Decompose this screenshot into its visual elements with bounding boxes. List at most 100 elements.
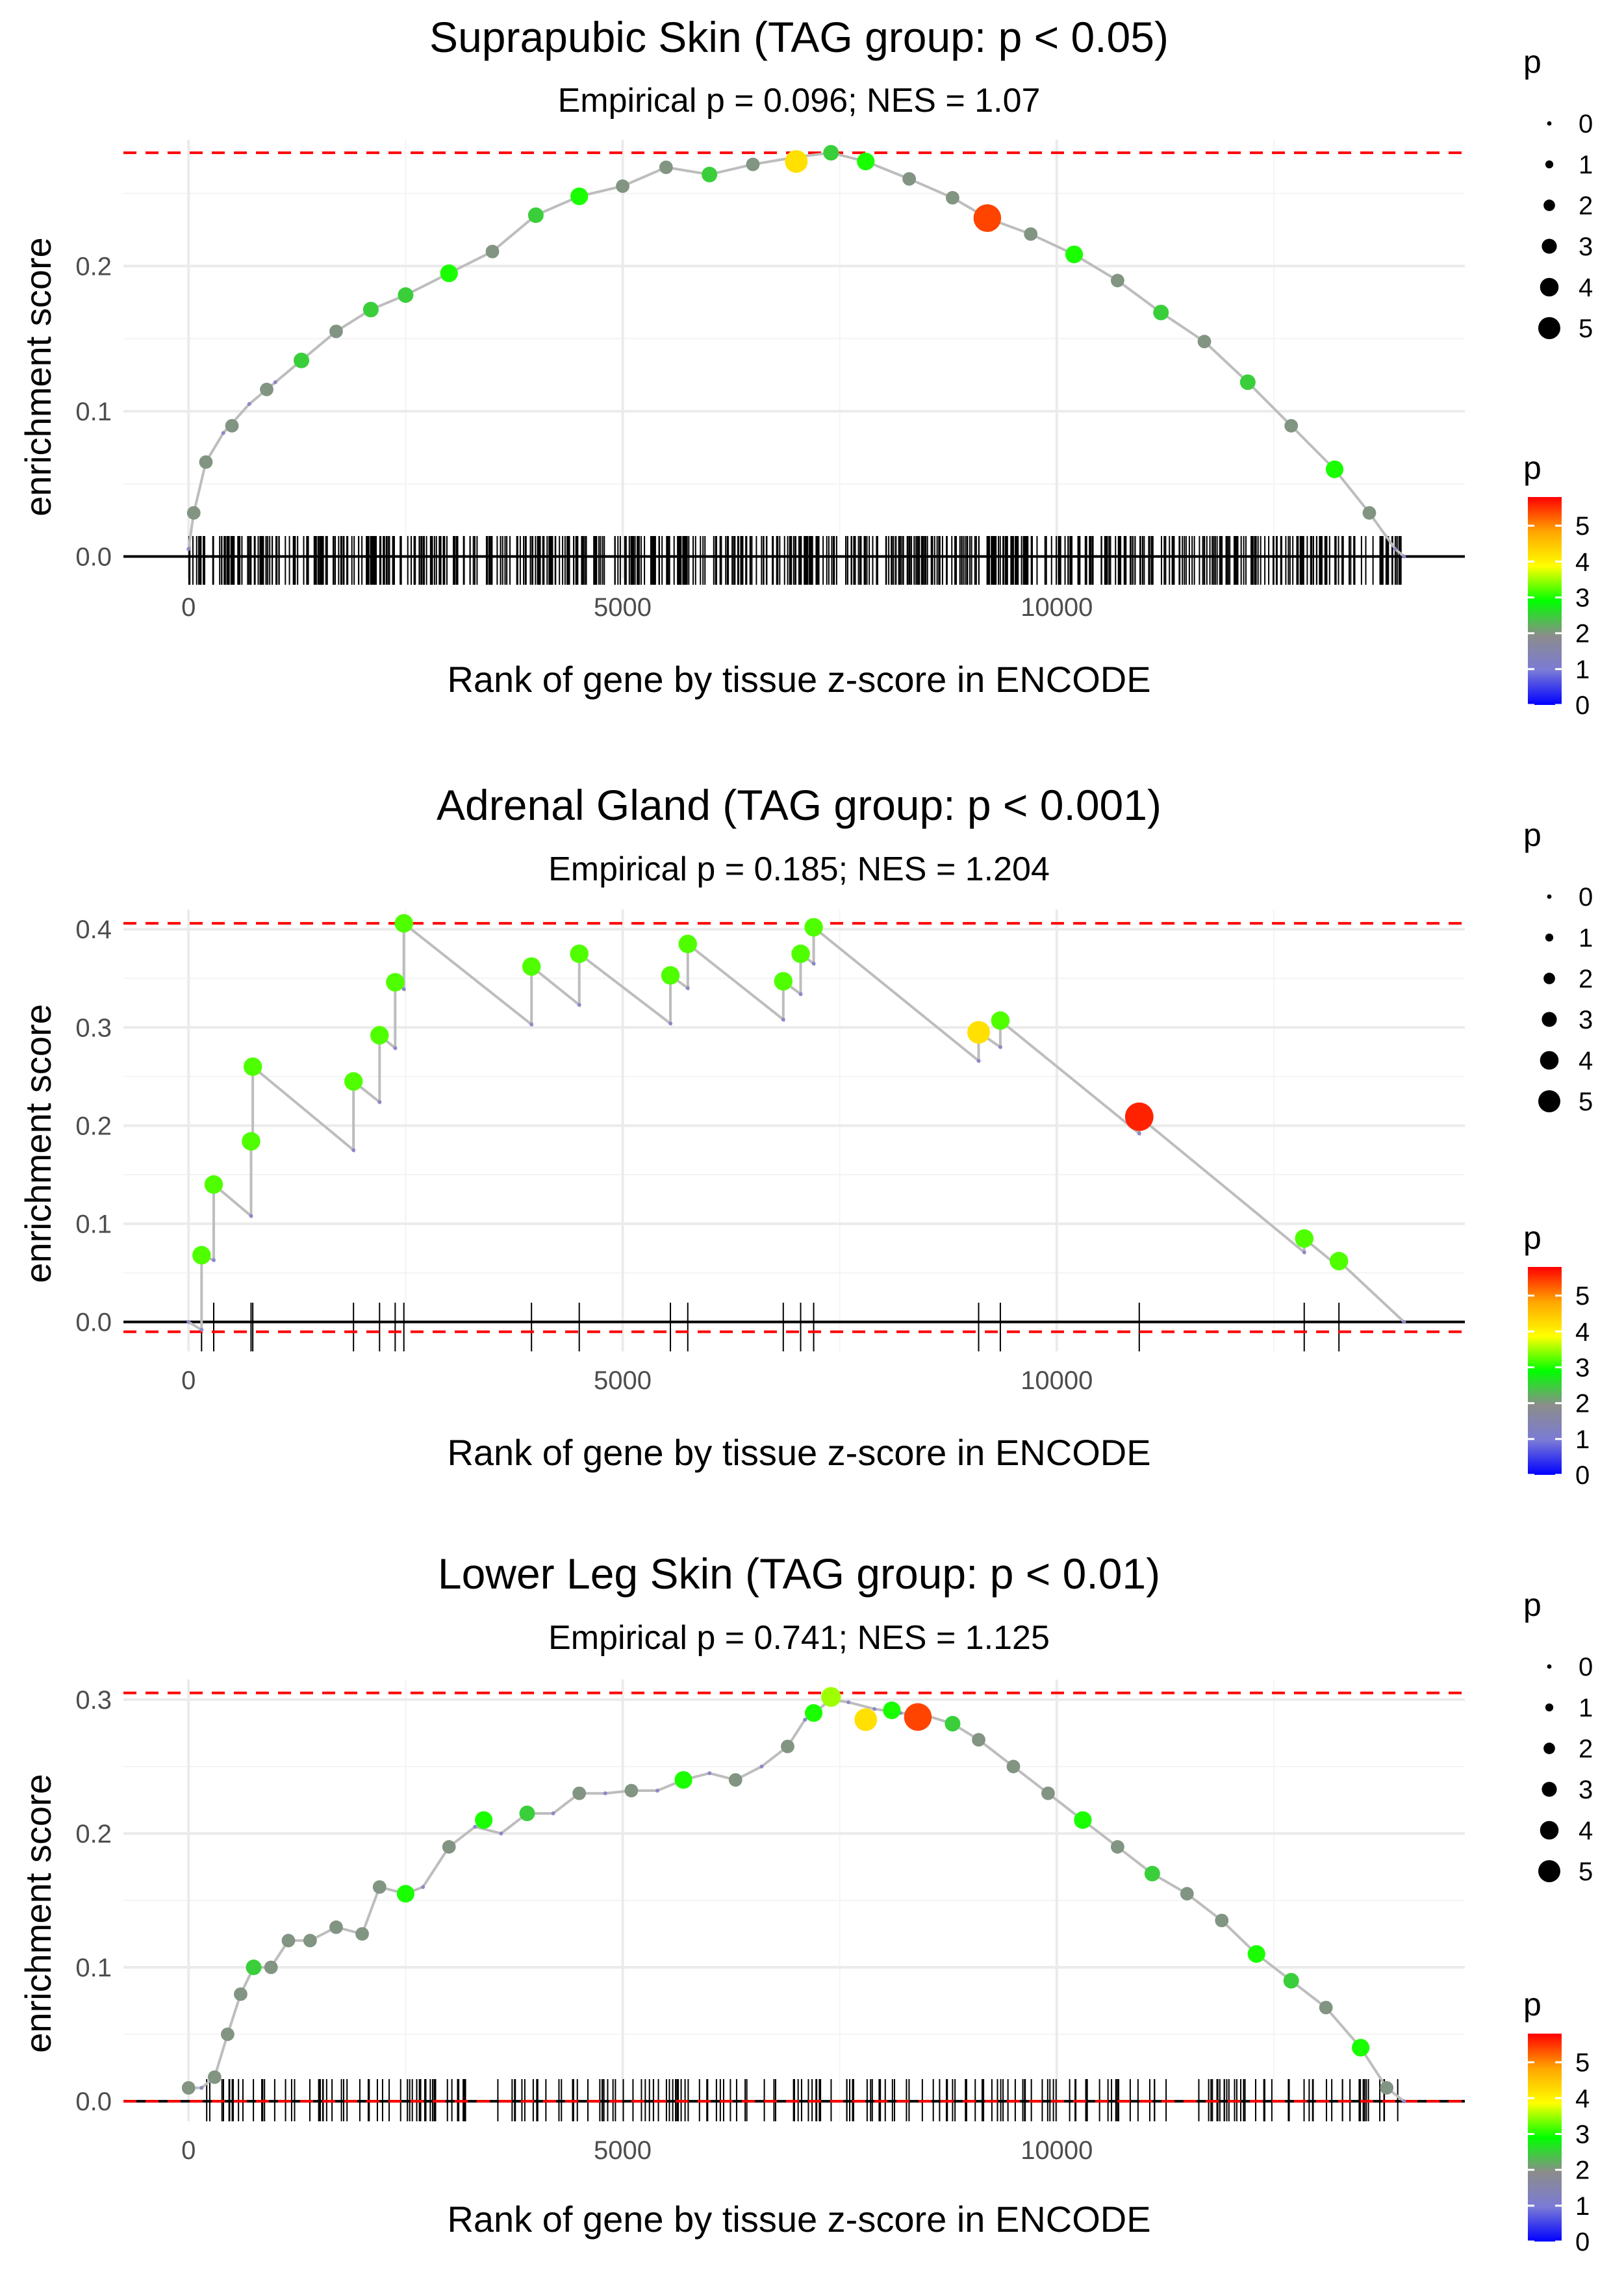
size-legend-dot [1540, 1820, 1559, 1840]
curve-vertex [551, 1811, 555, 1816]
gene-point [281, 1934, 296, 1948]
y-tick-label: 0.0 [75, 543, 112, 571]
size-legend-dot [1545, 160, 1554, 169]
y-axis-label: enrichment score [18, 237, 58, 517]
curve-vertex [798, 991, 803, 996]
y-tick-label: 0.3 [75, 1014, 112, 1042]
curve-vertex [529, 1022, 534, 1027]
gene-point [485, 244, 500, 259]
size-legend-title: p [1523, 817, 1542, 853]
size-legend: p 0 1 2 3 4 5 [1523, 44, 1593, 343]
size-legend-dot [1542, 238, 1557, 254]
gene-point [527, 207, 544, 224]
size-legend-label: 5 [1579, 1858, 1593, 1886]
gene-point [821, 1687, 841, 1707]
curve-vertex [846, 1700, 851, 1705]
curve-vertex [603, 1791, 607, 1796]
gene-point [1041, 1786, 1055, 1800]
size-legend-dot [1543, 973, 1555, 984]
size-legend-label: 3 [1579, 1776, 1593, 1804]
curve-vertex [249, 1214, 253, 1218]
gene-point [1325, 460, 1344, 478]
curve-vertex [401, 987, 406, 991]
color-legend-label: 5 [1575, 1282, 1590, 1310]
gene-point [785, 150, 808, 173]
size-legend-label: 4 [1579, 1047, 1593, 1075]
y-tick-label: 0.2 [75, 1112, 112, 1140]
curve-vertex [377, 1100, 382, 1105]
color-legend-label: 0 [1575, 1461, 1590, 1490]
gene-point [344, 1072, 363, 1091]
color-legend: p 5 4 3 2 1 0 [1523, 1986, 1590, 2256]
curve-vertex [1137, 1131, 1141, 1136]
curve-vertex [803, 1717, 807, 1722]
size-legend-dot [1542, 1782, 1557, 1797]
gene-point [242, 1132, 260, 1151]
size-legend-dot [1538, 317, 1560, 339]
y-tick-label: 0.2 [75, 252, 112, 281]
gene-point [1380, 2081, 1394, 2095]
size-legend-dot [1547, 894, 1552, 899]
gene-point [570, 944, 589, 964]
gene-point [991, 1011, 1010, 1030]
size-legend-dot [1545, 933, 1554, 942]
gene-point [804, 917, 823, 937]
gene-point [264, 1960, 278, 1974]
gene-point [1215, 1913, 1229, 1928]
y-tick-label: 0.0 [75, 1309, 112, 1337]
x-tick-label: 10000 [1021, 593, 1093, 622]
gene-point [234, 1987, 247, 2001]
curve-vertex [393, 1046, 398, 1051]
curve-vertex [186, 547, 191, 552]
gene-point [791, 944, 810, 964]
y-tick-label: 0.2 [75, 1820, 112, 1848]
curve-vertex [759, 1764, 764, 1769]
panel-subtitle: Empirical p = 0.096; NES = 1.07 [558, 82, 1041, 120]
gene-point [1153, 304, 1169, 320]
x-tick-label: 0 [181, 593, 196, 622]
gene-point [902, 172, 916, 186]
color-legend-title: p [1523, 1220, 1542, 1256]
curve-vertex [668, 1021, 673, 1026]
y-tick-label: 0.3 [75, 1686, 112, 1715]
gene-point [854, 1708, 878, 1731]
gene-point [804, 1704, 823, 1722]
x-tick-label: 0 [181, 1366, 196, 1395]
curve-vertex [976, 1058, 981, 1063]
gene-point [572, 1786, 587, 1800]
gene-point [440, 264, 458, 283]
panel-lower-leg-skin: Lower Leg Skin (TAG group: p < 0.01) Emp… [18, 1550, 1593, 2256]
color-legend-label: 0 [1575, 691, 1590, 720]
gene-point [883, 1701, 901, 1719]
gene-point [204, 1175, 223, 1194]
gene-point [1144, 1865, 1160, 1882]
color-bar [1528, 2034, 1562, 2242]
gene-point [1284, 418, 1299, 433]
gene-point [781, 1739, 794, 1754]
size-legend-label: 0 [1579, 110, 1593, 138]
curve-vertex [685, 986, 690, 990]
gene-point [823, 145, 839, 161]
plot-area: 0.0 0.1 0.2 0.3 0 5000 10000 [75, 1680, 1465, 2165]
gene-point [616, 179, 629, 193]
gene-point [1319, 2000, 1333, 2015]
gene-point [1110, 1840, 1124, 1854]
gene-point [199, 455, 213, 469]
color-legend-label: 5 [1575, 512, 1590, 541]
curve-vertex [199, 1327, 204, 1332]
size-legend-label: 1 [1579, 924, 1593, 952]
gene-point [1074, 1811, 1092, 1829]
gene-point [678, 934, 698, 954]
gene-point [967, 1021, 990, 1044]
gene-point [355, 1927, 369, 1941]
curve-vertex [221, 431, 225, 435]
color-legend-title: p [1523, 450, 1542, 486]
gene-point [1362, 506, 1377, 520]
curve-vertex [811, 962, 816, 966]
gene-point [398, 287, 414, 303]
panel-title: Lower Leg Skin (TAG group: p < 0.01) [438, 1550, 1160, 1598]
gene-point [442, 1840, 456, 1854]
gene-point [857, 152, 875, 171]
size-legend-label: 3 [1579, 233, 1593, 261]
curve-vertex [1393, 547, 1398, 552]
